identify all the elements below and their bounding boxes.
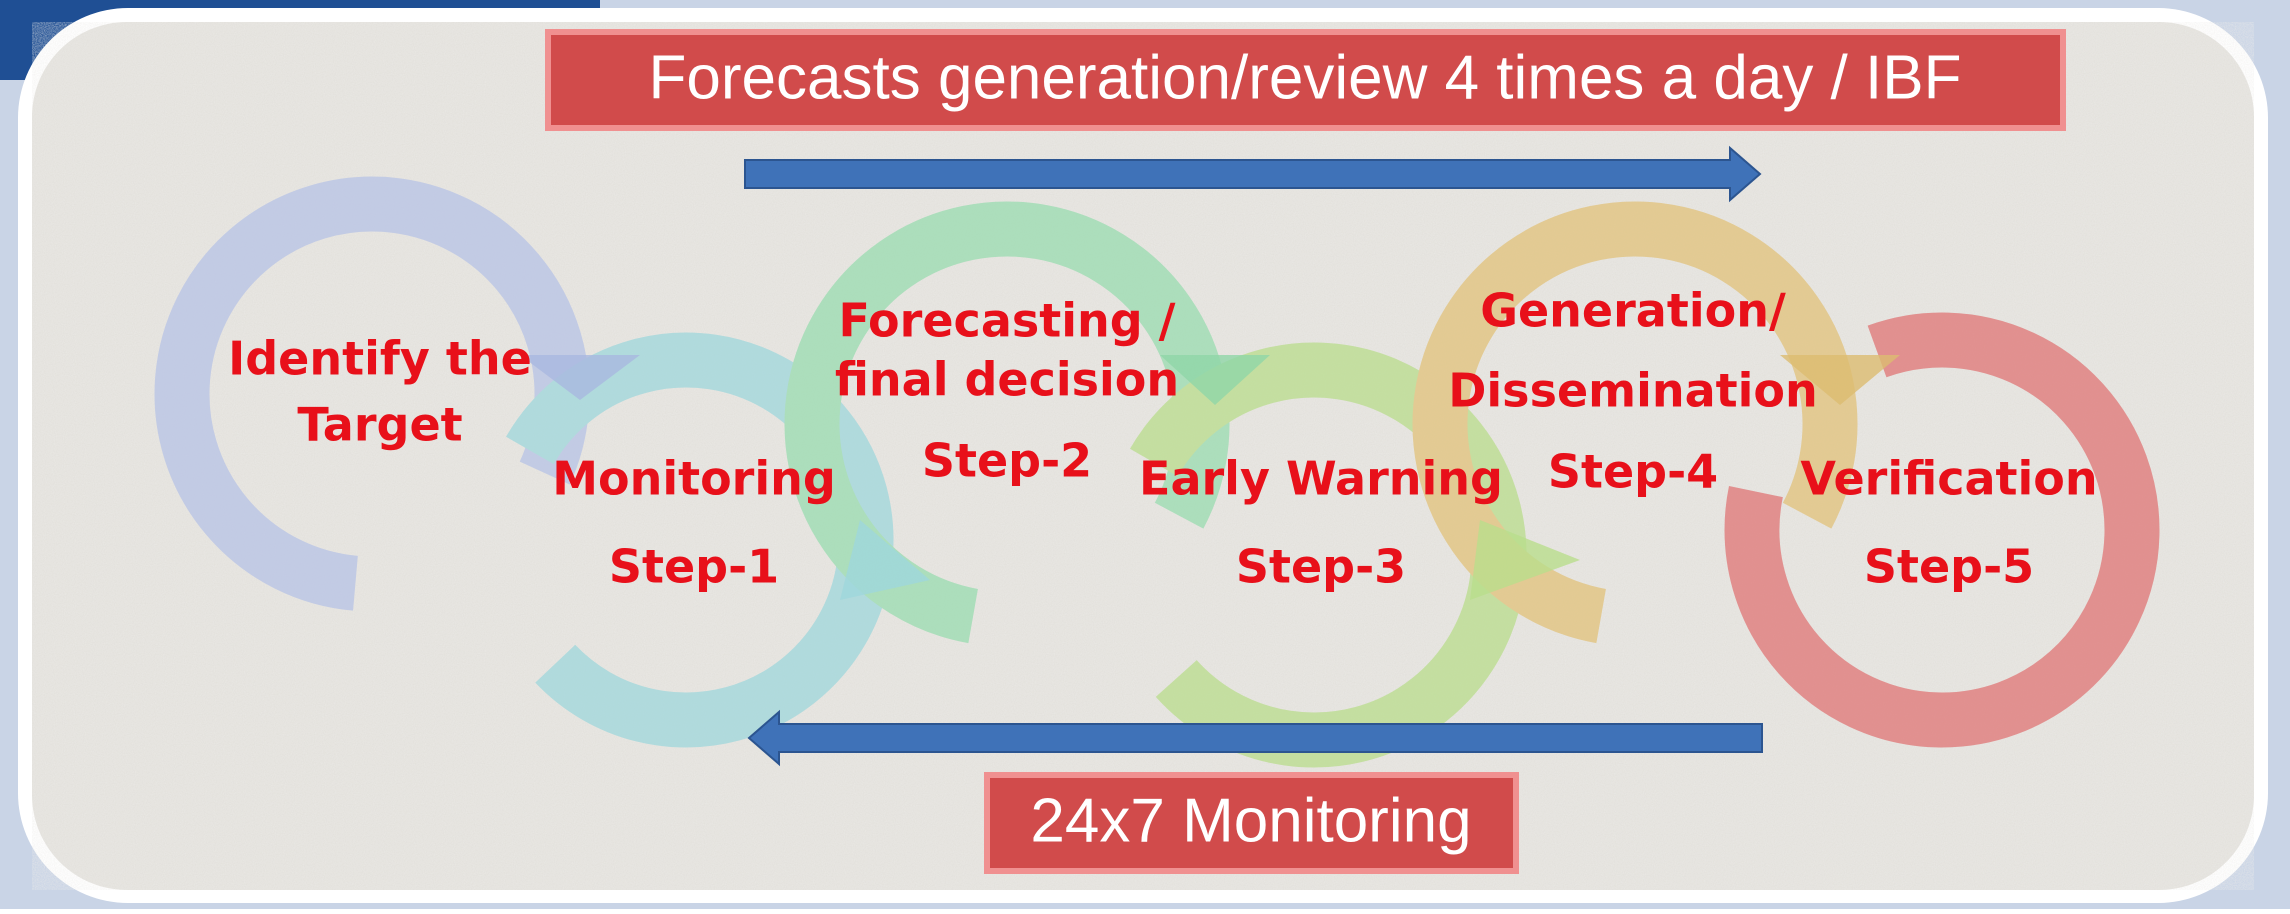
step-text: Dissemination <box>1448 364 1818 418</box>
step-text: Step-5 <box>1864 540 2034 594</box>
step-text: Verification <box>1800 452 2097 506</box>
step-text: Target <box>297 398 462 452</box>
step-text: Step-1 <box>609 540 779 594</box>
step-text: Step-4 <box>1548 445 1718 499</box>
page: Forecasts generation/review 4 times a da… <box>0 0 2290 909</box>
step-text: Early Warning <box>1139 452 1503 506</box>
step-text: Forecasting / <box>839 294 1176 348</box>
top-banner-text: Forecasts generation/review 4 times a da… <box>649 43 1962 112</box>
diagram: Forecasts generation/review 4 times a da… <box>0 0 2290 909</box>
step-text: Generation/ <box>1480 284 1786 338</box>
step-text: Monitoring <box>552 452 836 506</box>
bottom-banner-text: 24x7 Monitoring <box>1030 786 1471 855</box>
step-text: Identify the <box>228 332 532 386</box>
step-text: final decision <box>835 353 1179 407</box>
step-text: Step-3 <box>1236 540 1406 594</box>
step-text: Step-2 <box>922 434 1092 488</box>
